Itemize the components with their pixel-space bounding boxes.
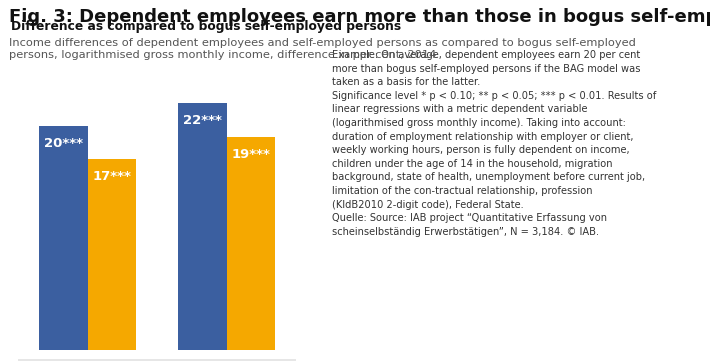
Text: Income differences of dependent employees and self-employed persons as compared : Income differences of dependent employee… [9,38,635,60]
Text: 19***: 19*** [231,148,271,161]
Text: Difference as compared to bogus self-employed persons: Difference as compared to bogus self-emp… [11,21,401,34]
Text: Example: On average, dependent employees earn 20 per cent
more than bogus self-e: Example: On average, dependent employees… [332,50,657,237]
Bar [88,159,136,350]
Text: 20***: 20*** [44,137,83,150]
Text: Fig. 3: Dependent employees earn more than those in bogus self-employment: Fig. 3: Dependent employees earn more th… [9,8,710,26]
Bar [178,103,226,350]
Bar [226,137,275,350]
Bar [39,126,88,350]
Text: 17***: 17*** [92,170,131,183]
FancyBboxPatch shape [157,359,296,361]
FancyBboxPatch shape [18,359,157,361]
Text: 22***: 22*** [183,114,222,127]
